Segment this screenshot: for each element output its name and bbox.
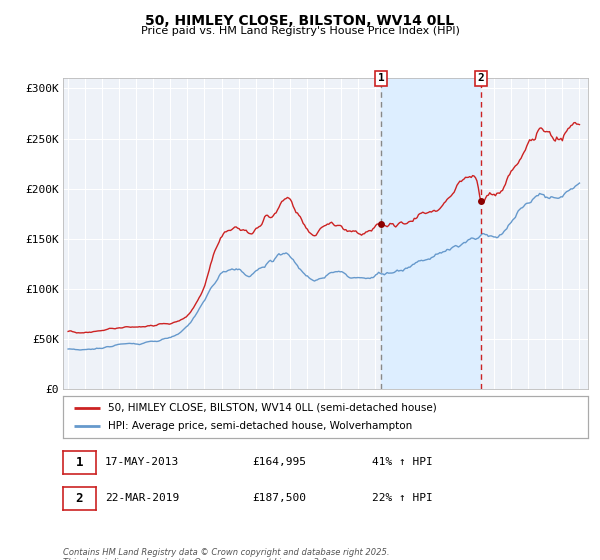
Bar [381,78,481,389]
Text: 41% ↑ HPI: 41% ↑ HPI [372,457,433,466]
Text: £187,500: £187,500 [252,493,306,503]
Text: HPI: Average price, semi-detached house, Wolverhampton: HPI: Average price, semi-detached house,… [107,421,412,431]
Text: 2: 2 [76,492,83,505]
Text: 50, HIMLEY CLOSE, BILSTON, WV14 0LL (semi-detached house): 50, HIMLEY CLOSE, BILSTON, WV14 0LL (sem… [107,403,436,413]
Text: 22-MAR-2019: 22-MAR-2019 [105,493,179,503]
Text: Contains HM Land Registry data © Crown copyright and database right 2025.
This d: Contains HM Land Registry data © Crown c… [63,548,389,560]
Text: 17-MAY-2013: 17-MAY-2013 [105,457,179,466]
Text: Price paid vs. HM Land Registry's House Price Index (HPI): Price paid vs. HM Land Registry's House … [140,26,460,36]
Text: 1: 1 [76,456,83,469]
Text: £164,995: £164,995 [252,457,306,466]
Text: 1: 1 [378,73,385,83]
Text: 22% ↑ HPI: 22% ↑ HPI [372,493,433,503]
Text: 2: 2 [478,73,484,83]
Text: 50, HIMLEY CLOSE, BILSTON, WV14 0LL: 50, HIMLEY CLOSE, BILSTON, WV14 0LL [145,14,455,28]
